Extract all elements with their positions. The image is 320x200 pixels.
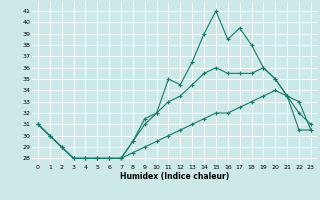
X-axis label: Humidex (Indice chaleur): Humidex (Indice chaleur)	[120, 172, 229, 181]
